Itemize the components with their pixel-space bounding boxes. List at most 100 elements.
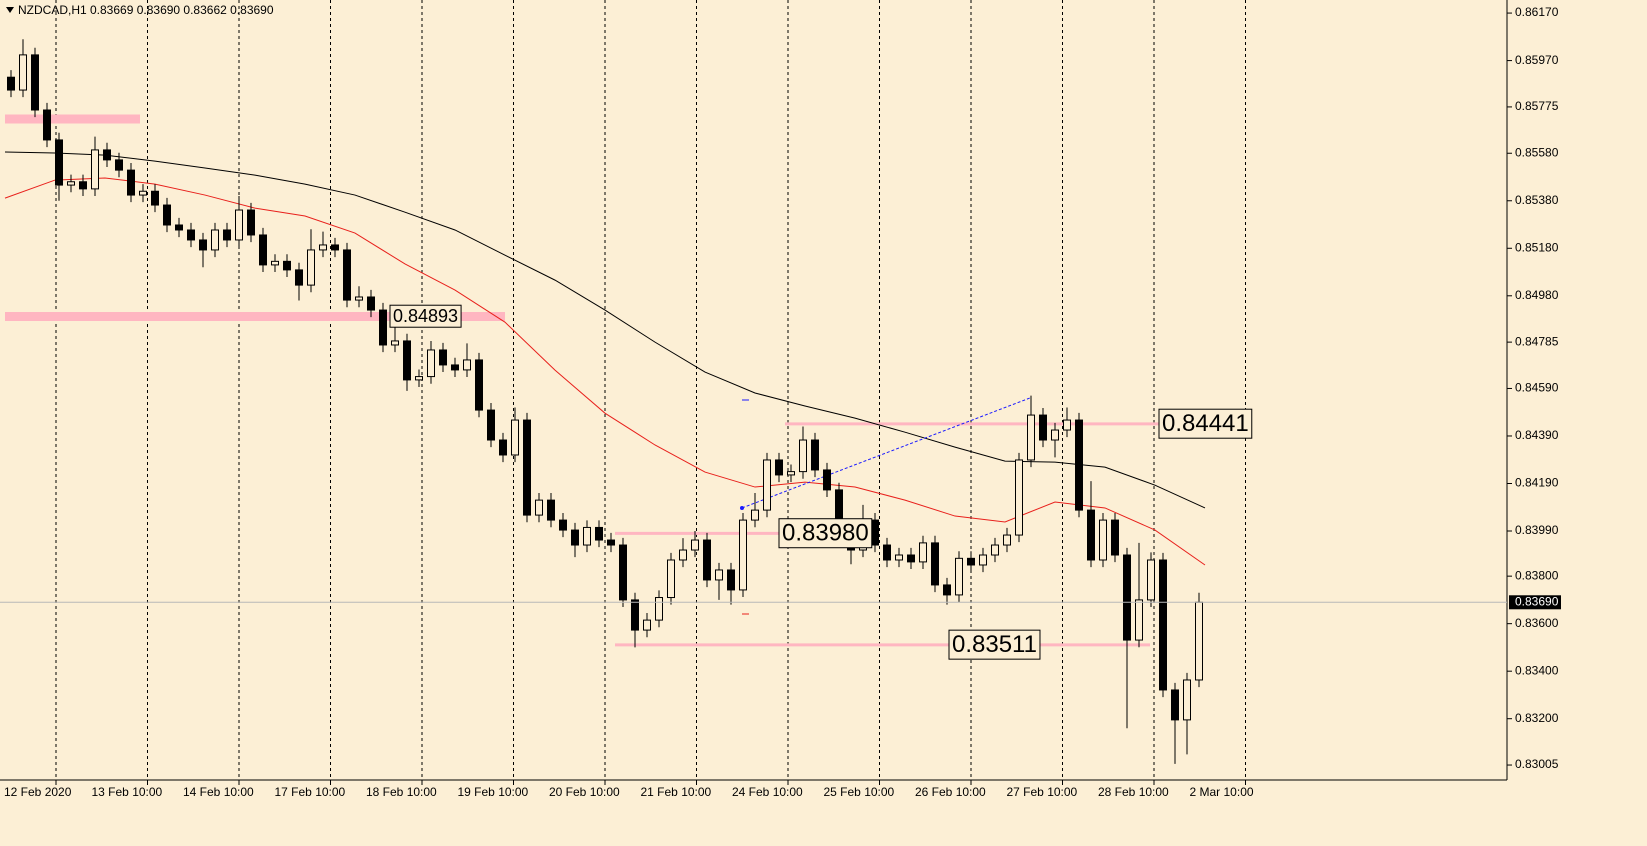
- x-tick-label: 21 Feb 10:00: [641, 785, 712, 799]
- candle-body: [367, 296, 375, 311]
- candle-body: [55, 139, 63, 186]
- y-tick-label: 0.85970: [1515, 53, 1559, 67]
- candle-body: [1135, 599, 1143, 641]
- y-tick-label: 0.83400: [1515, 663, 1559, 677]
- candle-body: [559, 519, 567, 531]
- candle-body: [163, 204, 171, 226]
- candle-body: [967, 557, 975, 566]
- candle-body: [547, 499, 555, 521]
- x-tick-label: 14 Feb 10:00: [183, 785, 254, 799]
- candle-body: [67, 181, 75, 186]
- candle-body: [499, 439, 507, 456]
- candle-body: [943, 584, 951, 596]
- candle-body: [1111, 519, 1119, 556]
- level-label-box: [778, 518, 873, 549]
- candle-body: [631, 599, 639, 631]
- candle-body: [331, 244, 339, 251]
- y-tick-label: 0.85580: [1515, 145, 1559, 159]
- level-label: 0.83511: [952, 631, 1037, 658]
- candle-body: [235, 209, 243, 241]
- candle-body: [379, 309, 387, 346]
- trend-anchor: [740, 505, 744, 510]
- x-tick-label: 17 Feb 10:00: [275, 785, 346, 799]
- candle-body: [775, 459, 783, 476]
- y-tick-label: 0.84590: [1515, 381, 1559, 395]
- candle-body: [523, 419, 531, 516]
- level-label-box: [1158, 408, 1253, 439]
- candle-body: [79, 181, 87, 190]
- candle-body: [691, 539, 699, 551]
- level-label: 0.84441: [1162, 410, 1249, 437]
- candle-body: [1087, 509, 1095, 561]
- x-tick-label: 24 Feb 10:00: [732, 785, 803, 799]
- header-prices: 0.83669 0.83690 0.83662 0.83690: [90, 3, 274, 17]
- x-tick-label: 12 Feb 2020: [4, 785, 72, 799]
- candle-body: [199, 239, 207, 251]
- trend-line: [741, 397, 1031, 509]
- candle-body: [1171, 689, 1179, 721]
- candle-body: [583, 526, 591, 546]
- candle-body: [739, 519, 747, 591]
- header-arrow: [6, 7, 14, 13]
- y-tick-label: 0.83990: [1515, 523, 1559, 537]
- y-tick-label: 0.85380: [1515, 193, 1559, 207]
- candle-body: [727, 569, 735, 591]
- candle-body: [1015, 459, 1023, 536]
- candle-body: [763, 459, 771, 511]
- y-tick-label: 0.83800: [1515, 568, 1559, 582]
- candle-body: [811, 439, 819, 471]
- level-label: 0.84893: [393, 306, 458, 326]
- candle-body: [883, 544, 891, 561]
- candle-body: [91, 149, 99, 190]
- y-tick-label: 0.83600: [1515, 616, 1559, 630]
- level-label-box: [948, 629, 1041, 660]
- y-tick-label: 0.85775: [1515, 99, 1559, 113]
- x-tick-label: 18 Feb 10:00: [366, 785, 437, 799]
- y-tick-label: 0.83005: [1515, 757, 1559, 771]
- x-tick-label: 13 Feb 10:00: [92, 785, 163, 799]
- candle-body: [1195, 601, 1203, 681]
- candle-body: [643, 619, 651, 631]
- candle-body: [391, 340, 399, 346]
- candle-body: [175, 224, 183, 231]
- candle-body: [223, 229, 231, 241]
- candle-body: [511, 419, 519, 456]
- candle-body: [475, 359, 483, 411]
- candle-body: [787, 471, 795, 476]
- candle-body: [271, 260, 279, 266]
- y-tick-label: 0.85180: [1515, 240, 1559, 254]
- candle-body: [127, 169, 135, 196]
- candle-body: [139, 190, 147, 196]
- candle-body: [283, 260, 291, 271]
- candle-body: [487, 409, 495, 441]
- candle-body: [931, 542, 939, 586]
- candle-body: [751, 509, 759, 521]
- candle-body: [259, 234, 267, 266]
- candle-body: [343, 249, 351, 301]
- candle-body: [679, 549, 687, 561]
- y-tick-label: 0.86170: [1515, 5, 1559, 19]
- y-tick-label: 0.84980: [1515, 288, 1559, 302]
- y-tick-label: 0.84190: [1515, 476, 1559, 490]
- x-tick-label: 19 Feb 10:00: [458, 785, 529, 799]
- candle-body: [715, 569, 723, 581]
- candle-body: [211, 229, 219, 251]
- candle-body: [7, 76, 15, 91]
- candle-body: [415, 376, 423, 381]
- candle-body: [703, 539, 711, 581]
- x-tick-label: 25 Feb 10:00: [824, 785, 895, 799]
- candle-body: [31, 54, 39, 111]
- candle-body: [295, 269, 303, 286]
- x-tick-label: 2 Mar 10:00: [1190, 785, 1254, 799]
- x-tick-label: 27 Feb 10:00: [1007, 785, 1078, 799]
- candle-body: [463, 359, 471, 371]
- candle-body: [1147, 559, 1155, 601]
- candle-body: [1099, 519, 1107, 561]
- candle-body: [595, 526, 603, 541]
- candle-body: [667, 559, 675, 599]
- candle-body: [355, 296, 363, 301]
- candle-body: [955, 557, 963, 596]
- candle-body: [619, 544, 627, 601]
- candle-body: [427, 349, 435, 378]
